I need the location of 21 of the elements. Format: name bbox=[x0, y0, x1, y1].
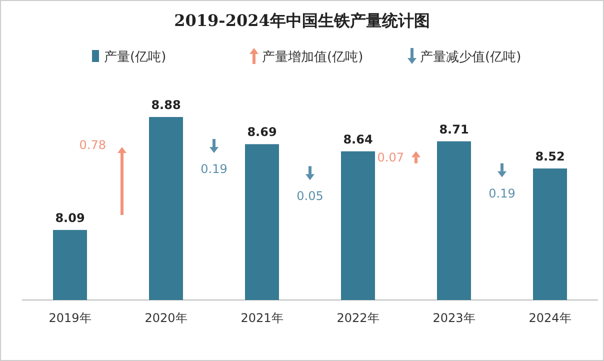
data-label: 8.52 bbox=[535, 149, 565, 164]
annotation: 0.19 bbox=[488, 186, 516, 200]
annotation: 0.07 bbox=[377, 150, 404, 164]
legend-label: 产量增加值(亿吨) bbox=[262, 50, 364, 65]
annotation: 0.19 bbox=[200, 162, 228, 176]
data-label: 8.88 bbox=[151, 98, 181, 112]
legend-label: 产量减少值(亿吨) bbox=[420, 50, 522, 65]
x-tick-label: 2024年 bbox=[528, 311, 572, 325]
x-tick-label: 2021年 bbox=[240, 311, 284, 325]
annotation: 0.05 bbox=[296, 189, 324, 204]
x-tick-label: 2023年 bbox=[432, 311, 476, 325]
annotation: 0.78 bbox=[79, 138, 106, 152]
x-tick-label: 2019年 bbox=[48, 311, 92, 325]
x-tick-label: 2022年 bbox=[336, 311, 380, 325]
legend-label: 产量(亿吨) bbox=[104, 50, 166, 65]
data-label: 8.09 bbox=[55, 210, 85, 225]
x-tick-label: 2020年 bbox=[144, 311, 188, 325]
data-label: 8.69 bbox=[247, 125, 277, 140]
data-label: 8.64 bbox=[343, 132, 373, 146]
data-label: 8.71 bbox=[439, 122, 469, 136]
chart-title: 2019-2024年中国生铁产量统计图 bbox=[174, 11, 430, 30]
